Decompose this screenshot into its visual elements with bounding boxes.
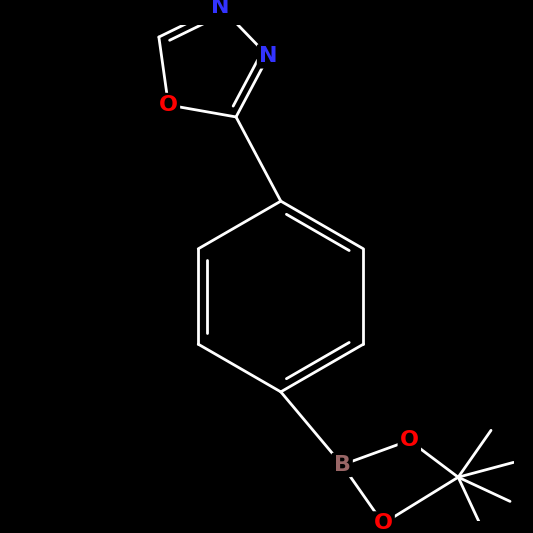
Text: O: O	[374, 513, 393, 533]
Text: O: O	[400, 431, 419, 450]
Text: N: N	[211, 0, 230, 17]
Text: B: B	[334, 455, 351, 475]
Text: N: N	[259, 46, 278, 66]
Text: O: O	[159, 95, 178, 115]
